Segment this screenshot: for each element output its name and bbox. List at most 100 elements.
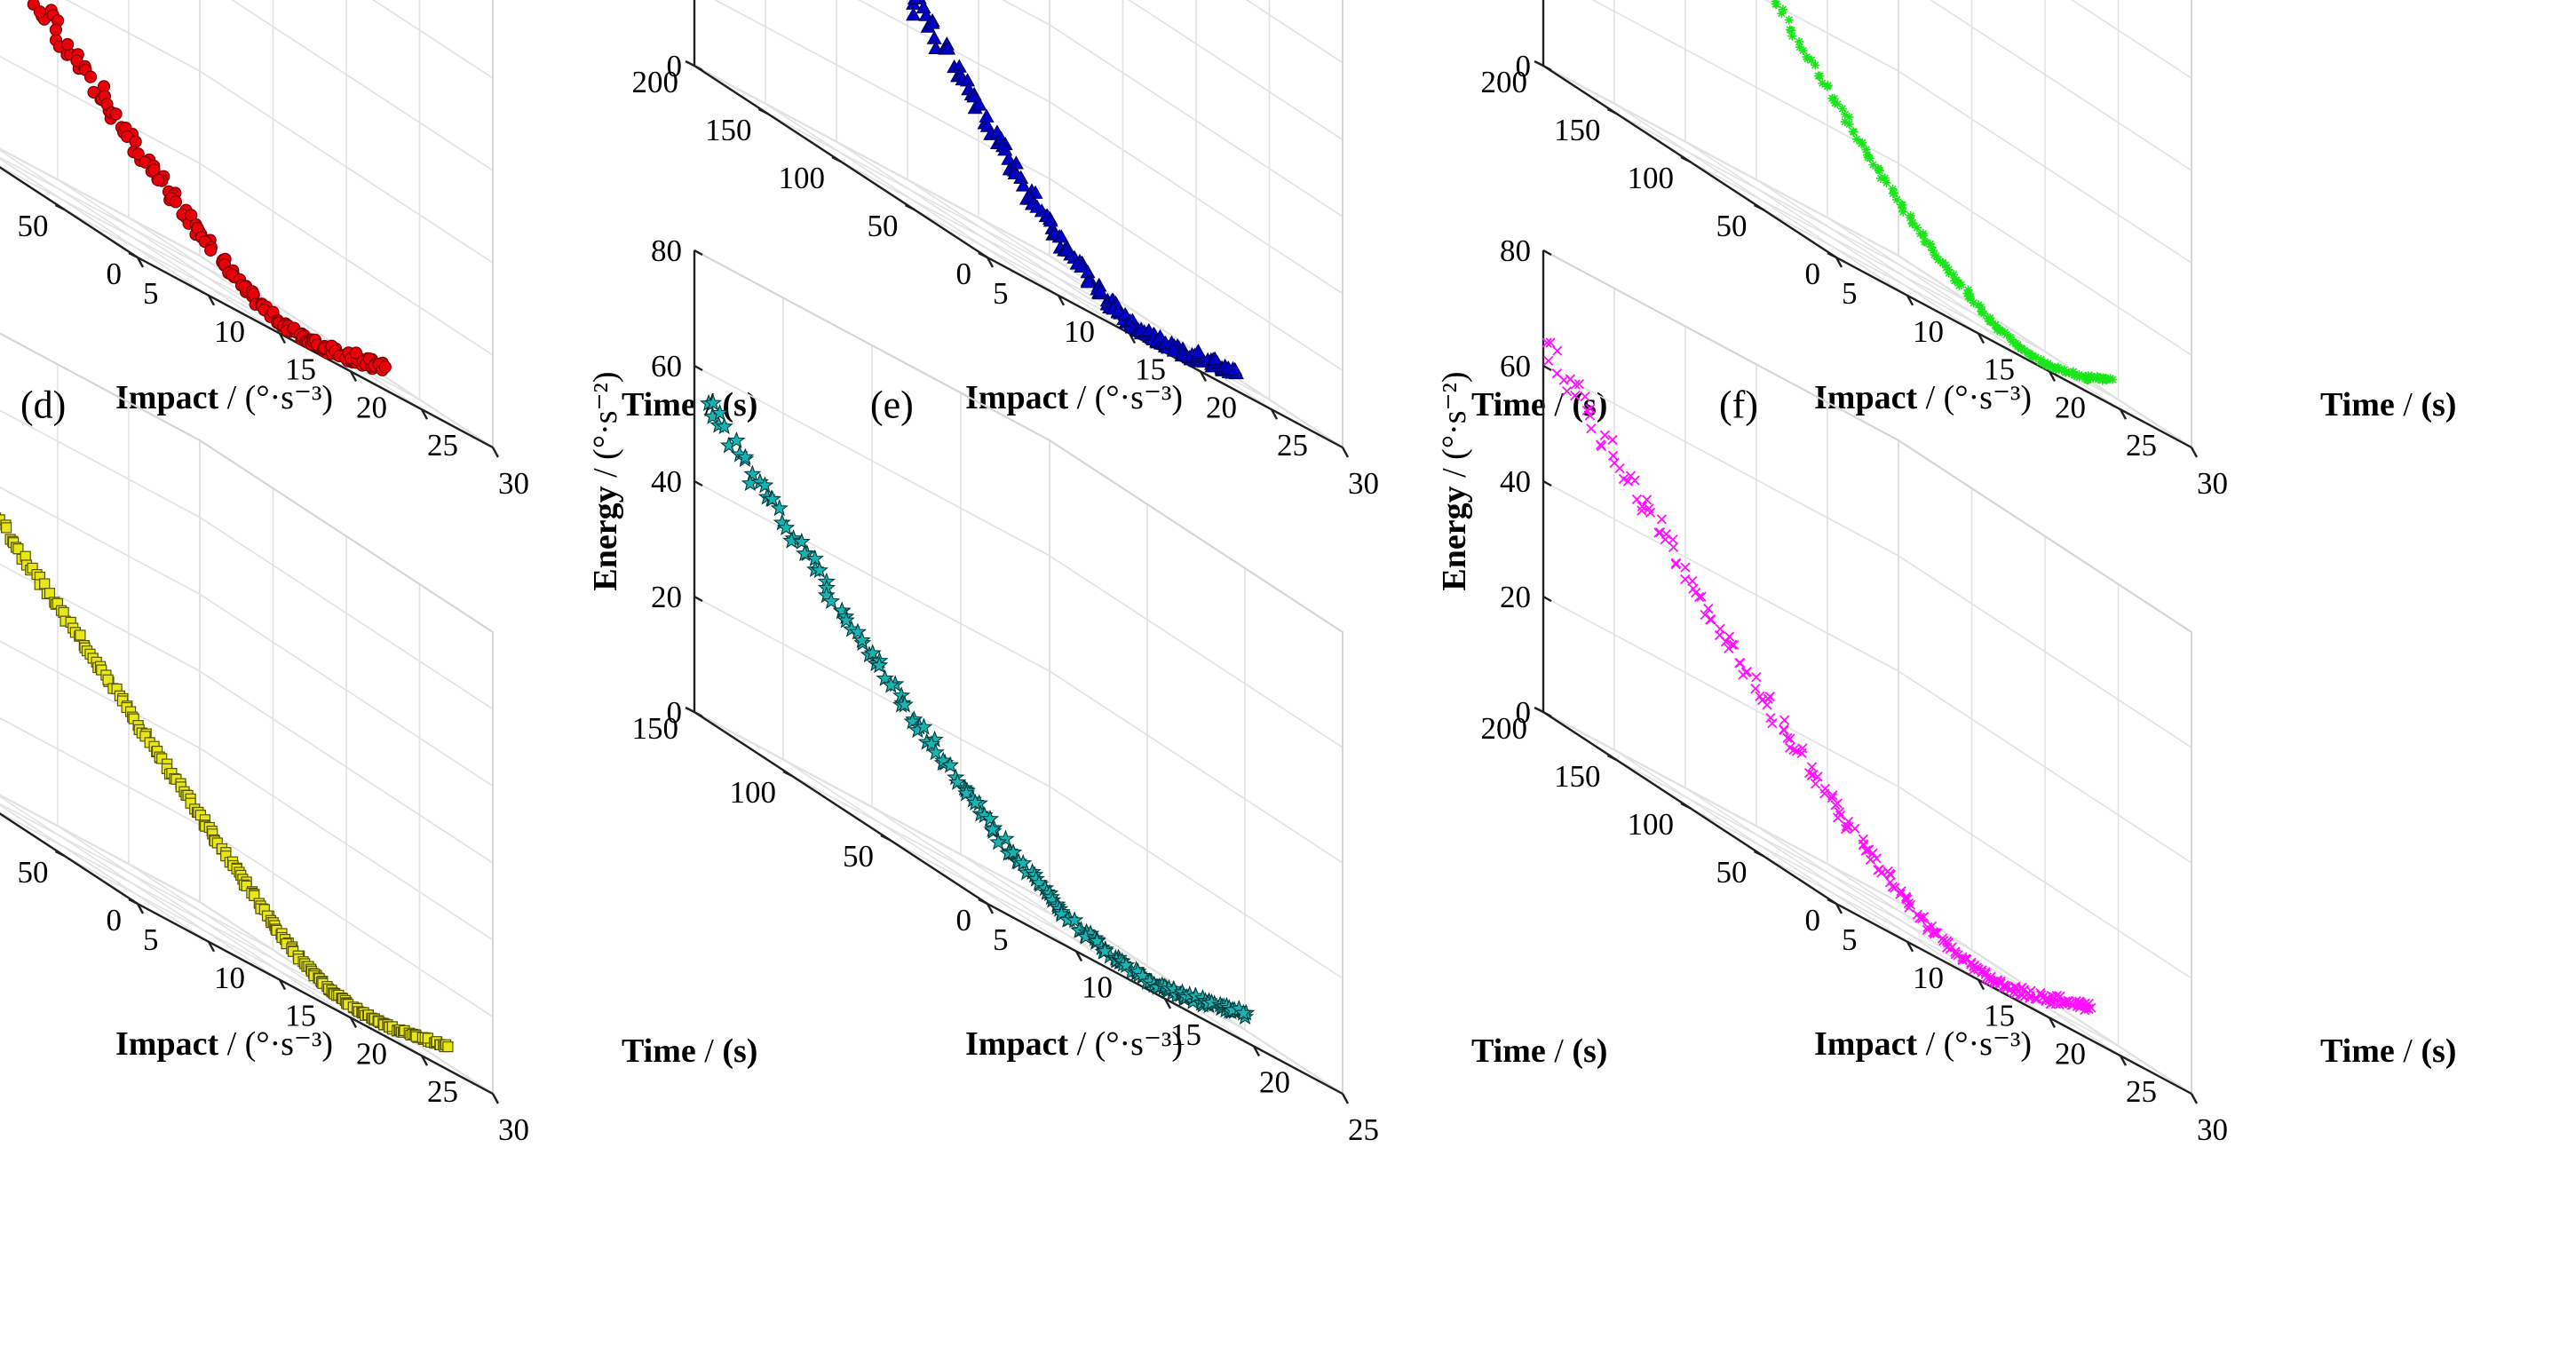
gridline <box>1763 855 2119 1047</box>
gridline <box>1245 0 1343 64</box>
data-point <box>1637 505 1647 516</box>
gridline <box>1542 65 1899 257</box>
data-point <box>1812 771 1823 782</box>
y-axis-name: Impact <box>1814 1025 1917 1063</box>
y-tick-label: 50 <box>1716 855 1748 890</box>
data-point <box>1058 242 1074 257</box>
data-point <box>1798 46 1808 56</box>
gridline <box>1930 0 2192 171</box>
data-point <box>2108 375 2118 384</box>
data-point <box>1862 844 1873 856</box>
data-point <box>2083 1003 2094 1014</box>
gridline <box>0 55 201 164</box>
data-point <box>2001 329 2011 339</box>
y-tick-mark <box>782 770 793 778</box>
x-tick-label: 20 <box>2055 1036 2086 1071</box>
data-points <box>0 512 454 1053</box>
y-axis-name: Impact <box>115 379 218 416</box>
gridline <box>1591 0 1899 164</box>
y-tick-mark <box>54 203 66 211</box>
z-tick-label: 80 <box>651 233 682 268</box>
z-tick-mark <box>1542 364 1552 372</box>
x-tick-mark <box>986 257 995 268</box>
y-axis-unit: (°·s⁻³) <box>1944 1025 2032 1063</box>
data-point <box>923 734 941 752</box>
y-tick-label: 200 <box>1481 711 1528 746</box>
gridline <box>1764 0 1899 72</box>
data-point <box>1796 748 1807 758</box>
x-tick-mark <box>491 447 500 458</box>
data-point <box>1552 345 1563 356</box>
data-point <box>1787 31 1797 41</box>
data-point <box>940 41 956 55</box>
gridline <box>0 640 201 749</box>
y-tick-mark <box>1827 251 1837 259</box>
data-point <box>1 522 12 534</box>
data-points <box>27 0 392 376</box>
z-tick-mark <box>694 710 703 718</box>
gridline <box>840 161 1197 352</box>
data-point <box>1641 494 1653 505</box>
data-point <box>957 784 976 802</box>
data-point <box>1851 134 1861 144</box>
data-point <box>2092 372 2102 382</box>
data-points <box>1542 337 2096 1016</box>
x-axis-sep: / <box>1546 1032 1573 1070</box>
x-axis-unit: (s) <box>1572 1032 1607 1070</box>
z-tick-label: 40 <box>1500 464 1531 499</box>
x-tick-mark <box>1252 1045 1261 1057</box>
gridline <box>65 0 201 72</box>
x-tick-label: 10 <box>1082 970 1113 1005</box>
data-point <box>1614 463 1625 474</box>
data-point <box>1840 117 1850 127</box>
z-axis-sep: / <box>1436 460 1473 487</box>
x-tick-mark <box>420 1055 429 1066</box>
back-wall-pane <box>0 332 201 904</box>
gridline <box>64 209 420 400</box>
y-axis-label: Impact / (°·s⁻³) <box>965 379 1183 416</box>
data-point <box>1830 99 1840 108</box>
z-tick-label: 60 <box>1500 349 1531 384</box>
data-point <box>1599 430 1610 440</box>
data-point <box>1857 138 1867 148</box>
data-point <box>1844 112 1854 122</box>
x-tick-mark <box>349 370 358 382</box>
x-tick-mark <box>1906 295 1914 306</box>
data-point <box>1954 281 1964 290</box>
gridline <box>1898 255 2192 448</box>
data-point <box>2068 367 2078 376</box>
x-tick-mark <box>1057 295 1066 306</box>
data-point <box>1791 746 1803 756</box>
y-axis-label: Impact / (°·s⁻³) <box>1814 379 2032 416</box>
data-point <box>1906 213 1915 223</box>
x-tick-label: 10 <box>214 314 245 349</box>
x-tick-label: 20 <box>1259 1065 1290 1100</box>
gridline <box>199 162 494 356</box>
x-tick-label: 5 <box>993 276 1009 311</box>
data-point <box>1066 911 1084 929</box>
data-point <box>1771 0 1781 9</box>
data-point <box>1076 927 1095 945</box>
data-point <box>1888 188 1898 198</box>
data-point <box>1978 307 1987 317</box>
data-point <box>2025 349 2034 359</box>
z-tick-mark <box>694 479 703 487</box>
data-point <box>1706 614 1716 625</box>
data-point <box>1900 891 1912 902</box>
data-point <box>1190 344 1206 358</box>
x-tick-mark <box>491 1093 500 1104</box>
x-axis-name: Time <box>2320 1032 2395 1070</box>
data-point <box>1777 9 1787 19</box>
y-tick-label: 150 <box>705 113 752 147</box>
data-point <box>1965 294 1975 304</box>
data-point <box>756 476 774 494</box>
box-edge <box>0 332 201 441</box>
y-tick-mark <box>1534 59 1544 67</box>
x-tick-label: 15 <box>1984 352 2015 387</box>
data-point <box>1656 514 1667 525</box>
data-points <box>1771 0 2118 385</box>
gridline <box>694 596 1050 787</box>
data-point <box>2020 346 2030 356</box>
data-point <box>1645 507 1656 518</box>
